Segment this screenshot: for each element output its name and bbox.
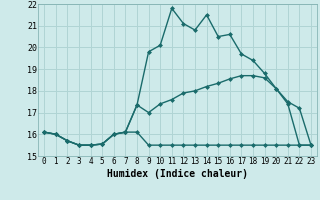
X-axis label: Humidex (Indice chaleur): Humidex (Indice chaleur)	[107, 169, 248, 179]
